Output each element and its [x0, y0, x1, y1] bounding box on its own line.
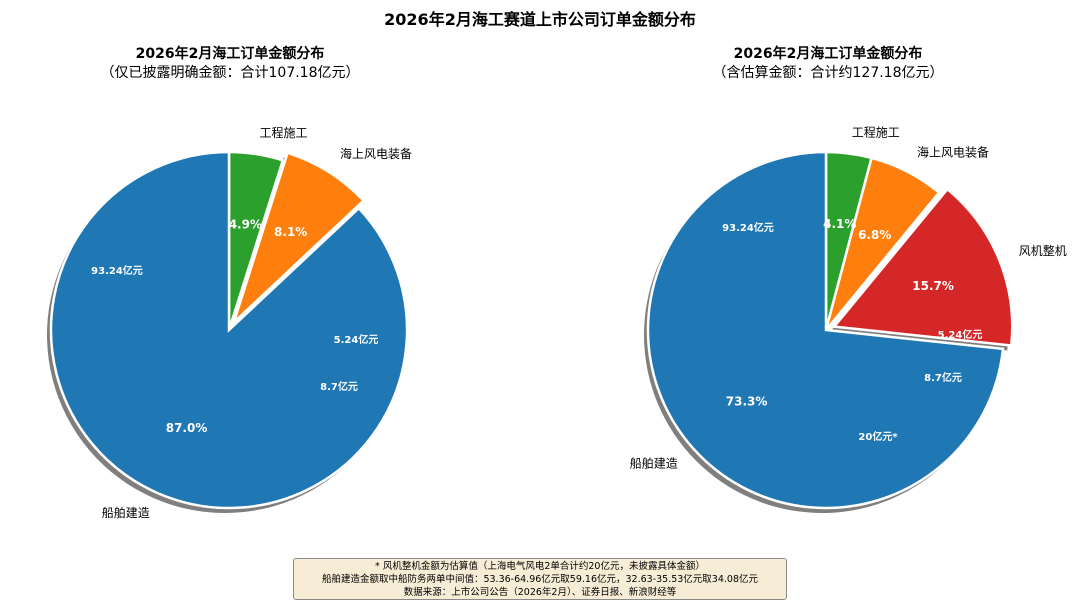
slice-percent-label: 15.7%: [912, 279, 954, 293]
left-pie-chart: 工程施工 4.9% 海上风电装备 8.1% 船舶建造 87.0% 5.24亿元 8.7亿元 93…: [47, 125, 412, 520]
slice-category-label: 船舶建造: [630, 455, 678, 470]
slice-amount-label: 5.24亿元: [938, 328, 983, 341]
footnote-line-3: 数据来源：上市公司公告（2026年2月）、证券日报、新浪财经等: [403, 587, 677, 599]
slice-amount-label: 8.7亿元: [924, 371, 962, 384]
slice-category-label: 工程施工: [259, 125, 307, 140]
right-pie-chart: 工程施工 4.1% 海上风电装备 6.8% 风机整机 15.7% 船舶建造 73.3% 5.24…: [630, 124, 1067, 513]
slice-amount-label: 93.24亿元: [91, 264, 143, 277]
pie-slices: [49, 150, 409, 510]
main-title: 2026年2月海工赛道上市公司订单金额分布: [384, 10, 696, 29]
pie-labels: 工程施工 4.1% 海上风电装备 6.8% 风机整机 15.7% 船舶建造 73.3% 5.24…: [630, 124, 1067, 470]
slice-amount-label: 5.24亿元: [334, 333, 379, 346]
right-chart-title-line1: 2026年2月海工订单金额分布: [733, 46, 923, 62]
slice-amount-label: 20亿元*: [858, 430, 898, 443]
slice-percent-label: 6.8%: [858, 228, 891, 242]
slice-percent-label: 4.9%: [229, 217, 262, 231]
pie-slice-1-2: [831, 187, 1014, 347]
slice-category-label: 工程施工: [852, 124, 900, 139]
pie-slice-1-1: [824, 156, 941, 331]
left-chart-title: 2026年2月海工订单金额分布 （仅已披露明确金额：合计107.18亿元）: [20, 45, 440, 83]
slice-percent-label: 87.0%: [166, 421, 208, 435]
footnote-line-2: 船舶建造金额取中船防务两单中间值：53.36-64.96亿元取59.16亿元，3…: [321, 574, 759, 586]
slice-percent-label: 73.3%: [726, 394, 768, 408]
left-chart-title-line1: 2026年2月海工订单金额分布: [135, 46, 325, 62]
slice-amount-label: 93.24亿元: [722, 221, 774, 234]
slice-category-label: 海上风电装备: [340, 146, 412, 161]
pie-slices: [646, 150, 1014, 510]
pie-labels: 工程施工 4.9% 海上风电装备 8.1% 船舶建造 87.0% 5.24亿元 8.7亿元 93…: [91, 125, 412, 520]
slice-percent-label: 8.1%: [274, 225, 307, 239]
slice-category-label: 船舶建造: [102, 505, 150, 520]
slice-category-label: 海上风电装备: [917, 145, 989, 160]
right-chart-title-line2: （含估算金额：合计约127.18亿元）: [712, 65, 944, 81]
footnote-line-1: * 风机整机金额为估算值（上海电气风电2单合计约20亿元，未披露具体金额）: [375, 561, 705, 572]
pie-slice-0-2: [49, 150, 409, 510]
pie-slice-0-1: [231, 151, 366, 327]
right-chart-title: 2026年2月海工订单金额分布 （含估算金额：合计约127.18亿元）: [618, 45, 1038, 83]
slice-category-label: 风机整机: [1019, 243, 1067, 258]
slice-amount-label: 8.7亿元: [320, 380, 358, 393]
slice-percent-label: 4.1%: [823, 217, 856, 231]
footnote-box: * 风机整机金额为估算值（上海电气风电2单合计约20亿元，未披露具体金额） 船舶…: [293, 558, 787, 600]
left-chart-title-line2: （仅已披露明确金额：合计107.18亿元）: [100, 65, 360, 81]
pie-slice-1-3: [646, 150, 1005, 510]
